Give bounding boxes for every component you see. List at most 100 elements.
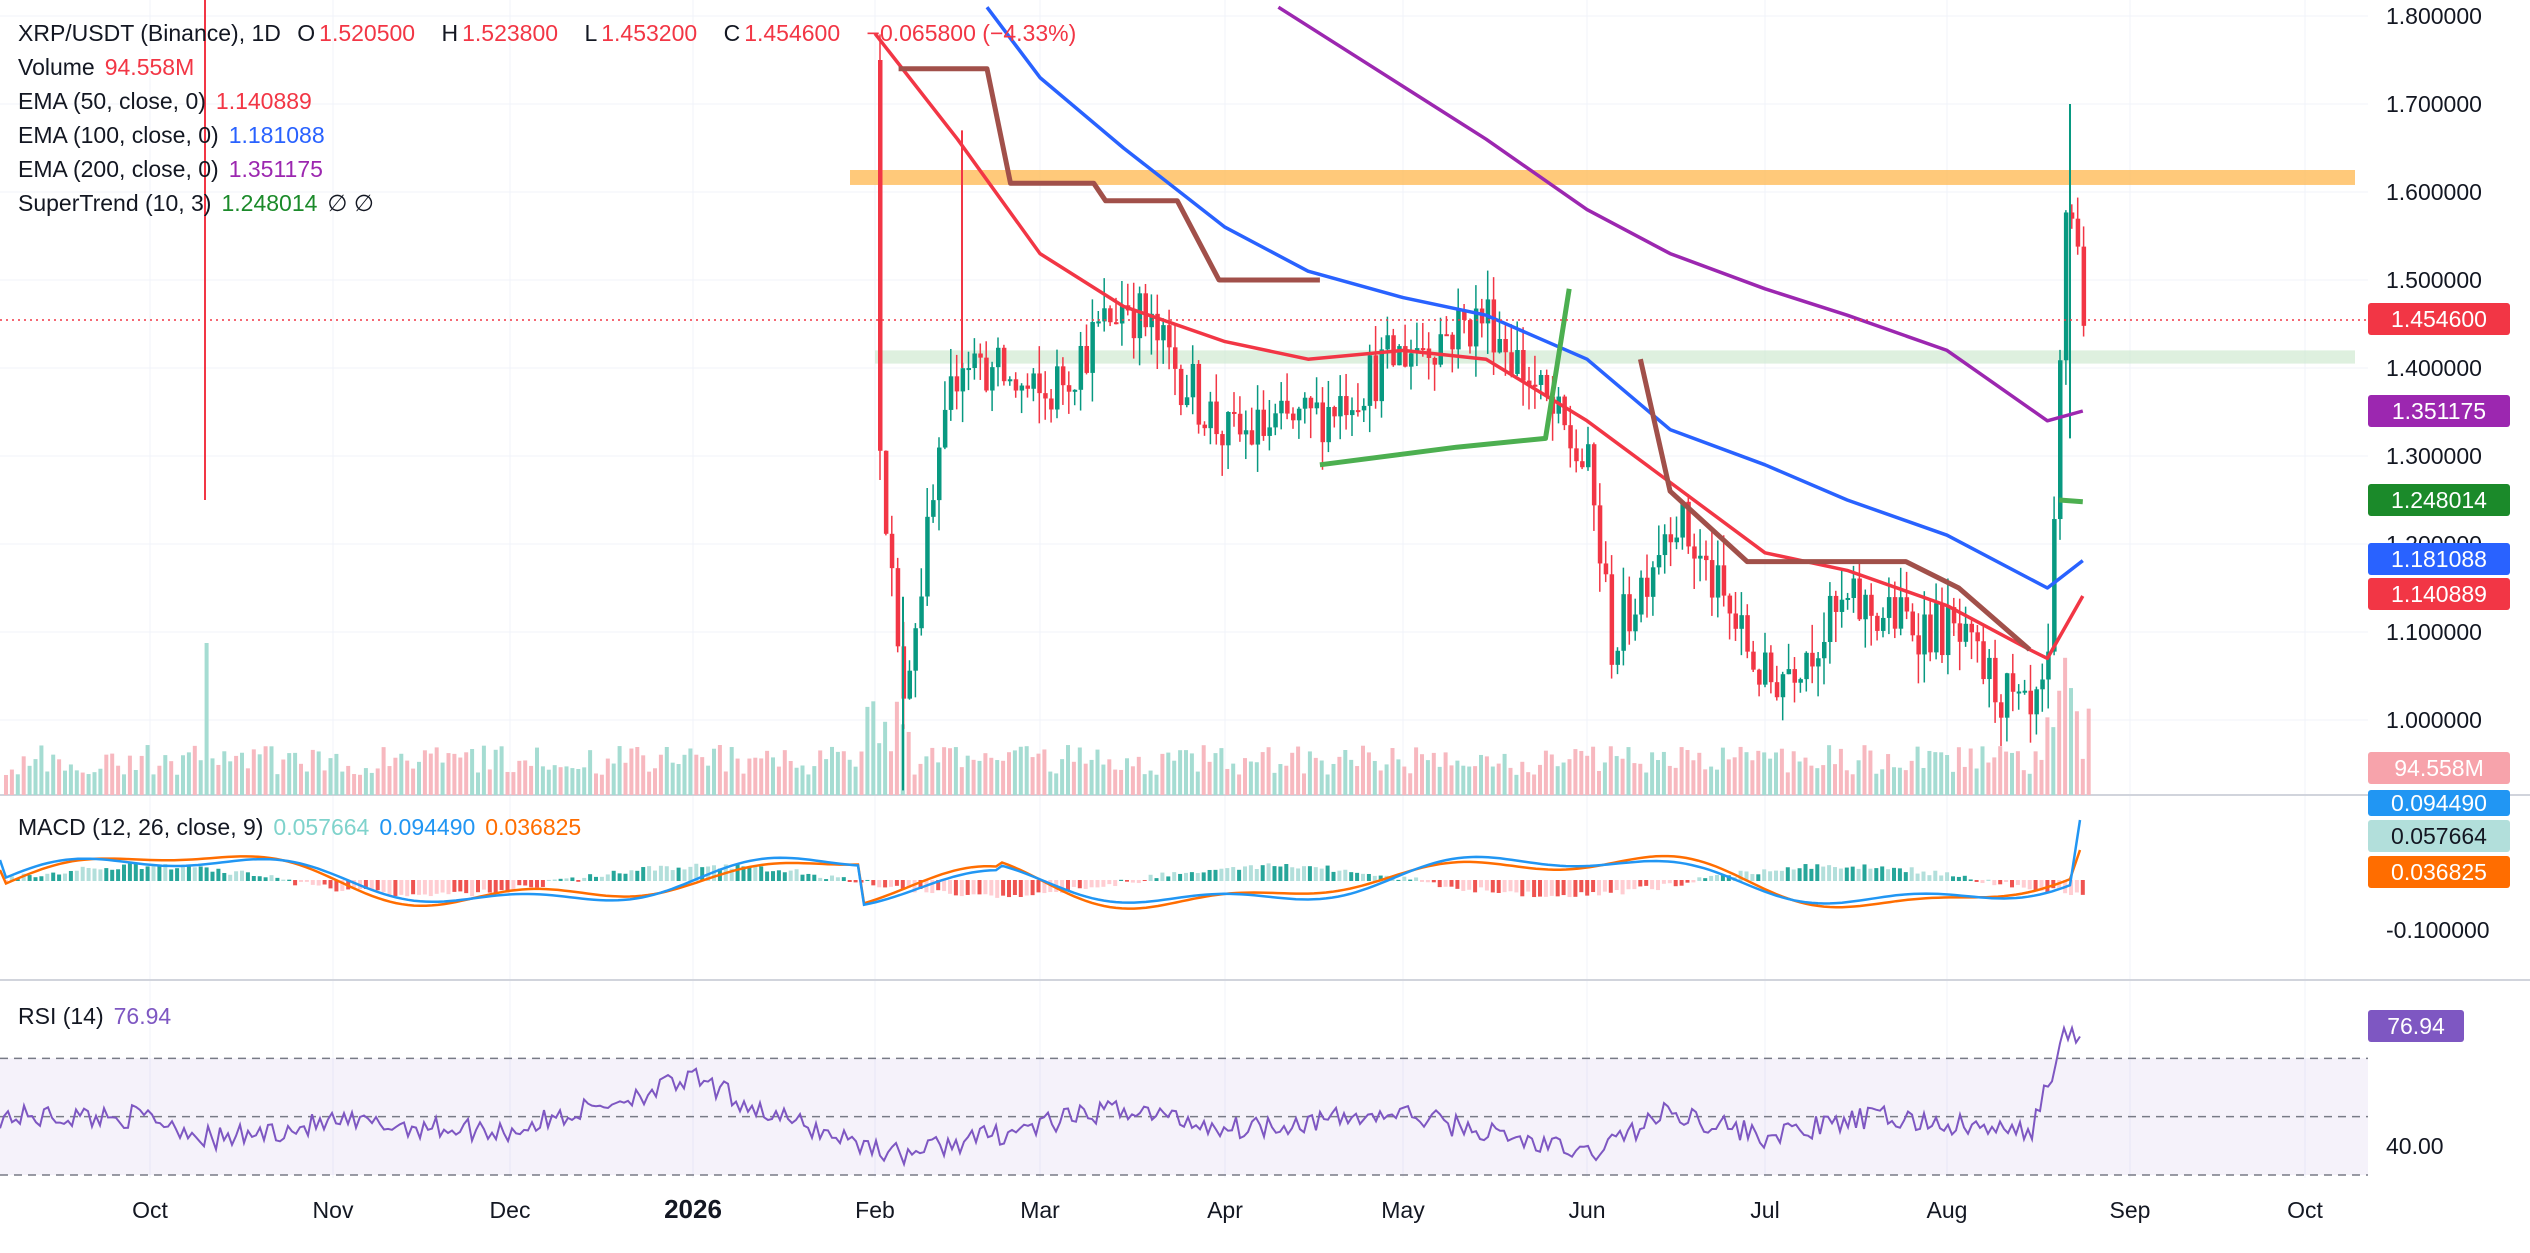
volume-bar xyxy=(163,755,168,795)
candle xyxy=(1798,679,1803,683)
macd-hist-bar xyxy=(2010,880,2014,888)
macd-hist-bar xyxy=(375,880,380,891)
macd-hist-bar xyxy=(1414,877,1419,881)
macd-hist-bar xyxy=(1195,873,1200,881)
volume-bar xyxy=(1567,759,1572,795)
macd-hist-bar xyxy=(1095,880,1100,888)
macd-hist-bar xyxy=(906,880,911,888)
ema50-legend[interactable]: EMA (50, close, 0) 1.140889 xyxy=(18,84,1086,118)
candle xyxy=(1686,501,1691,547)
candle xyxy=(1279,400,1284,414)
volume-bar xyxy=(493,749,498,795)
rsi-value: 76.94 xyxy=(113,1003,172,1029)
volume-bar xyxy=(2086,708,2091,795)
macd-hist-bar xyxy=(658,865,663,881)
volume-bar xyxy=(1325,774,1330,795)
macd-label: MACD (12, 26, close, 9) xyxy=(18,814,264,840)
ema200-label: EMA (200, close, 0) xyxy=(18,156,219,182)
candle xyxy=(1196,363,1202,425)
macd-hist-bar xyxy=(599,876,604,881)
macd-hist-bar xyxy=(39,876,44,881)
candle xyxy=(1161,325,1166,341)
macd-hist-bar xyxy=(393,880,398,897)
volume-bar xyxy=(1980,746,1985,795)
candle xyxy=(1674,537,1679,543)
volume-bar xyxy=(1420,754,1424,795)
volume-bar xyxy=(316,751,321,795)
macd-hist-bar xyxy=(1266,863,1271,881)
macd-hist-bar xyxy=(399,880,404,895)
volume-bar xyxy=(523,760,528,795)
candle xyxy=(2028,690,2033,715)
volume-bar xyxy=(33,759,38,795)
candle xyxy=(1987,657,1992,680)
macd-hist-bar xyxy=(2057,880,2062,890)
macd-hist-bar xyxy=(623,873,628,881)
candle xyxy=(1945,607,1951,656)
volume-bar xyxy=(1897,767,1902,795)
candle xyxy=(1857,578,1862,620)
volume-bar xyxy=(110,753,115,795)
candle xyxy=(1432,357,1438,365)
volume-bar xyxy=(2010,752,2014,795)
macd-legend[interactable]: MACD (12, 26, close, 9) 0.057664 0.094490 0… xyxy=(18,810,591,844)
macd-hist-bar xyxy=(1673,880,1678,887)
volume-bar xyxy=(417,761,421,795)
candle xyxy=(1001,347,1007,382)
macd-hist-bar xyxy=(930,880,935,894)
macd-hist-bar xyxy=(2021,880,2026,888)
volume-bar xyxy=(859,751,864,795)
candle xyxy=(2081,246,2087,326)
macd-hist-bar xyxy=(1779,870,1784,881)
macd-hist-bar xyxy=(605,874,610,881)
volume-bar xyxy=(1892,767,1896,795)
candle xyxy=(1355,410,1361,413)
macd-hist-bar xyxy=(635,870,640,881)
volume-bar xyxy=(287,753,292,795)
volume-bar xyxy=(847,759,852,795)
candle xyxy=(1237,413,1243,435)
candle xyxy=(1621,594,1626,651)
volume-bar xyxy=(1532,774,1537,795)
volume-bar xyxy=(1048,771,1053,795)
volume-bar xyxy=(1302,773,1306,795)
candle xyxy=(1892,597,1898,629)
macd-hist-bar xyxy=(1667,880,1672,884)
volume-bar xyxy=(1036,753,1041,795)
volume-bar xyxy=(1968,748,1973,795)
macd-hist-bar xyxy=(1496,880,1501,893)
volume-bar xyxy=(2004,751,2009,795)
macd-hist-bar xyxy=(145,866,150,881)
candle xyxy=(1385,335,1390,350)
volume-bar xyxy=(723,771,728,795)
candle xyxy=(1586,444,1591,468)
volume-bar xyxy=(1673,767,1678,795)
candle xyxy=(1940,603,1945,656)
volume-bar xyxy=(1726,759,1731,795)
macd-hist-bar xyxy=(1396,879,1401,881)
time-axis-label: Jun xyxy=(1568,1197,1605,1223)
macd-hist-bar xyxy=(517,880,522,886)
rsi-legend[interactable]: RSI (14) 76.94 xyxy=(18,999,181,1033)
macd-hist-bar xyxy=(74,870,79,881)
candle xyxy=(1178,368,1184,406)
candle xyxy=(1721,565,1727,596)
volume-legend[interactable]: Volume 94.558M xyxy=(18,50,1086,84)
volume-bar xyxy=(912,774,917,795)
volume-bar xyxy=(411,768,416,795)
candle xyxy=(1468,320,1473,347)
volume-bar xyxy=(776,766,781,795)
volume-bar xyxy=(2027,773,2032,795)
volume-bar xyxy=(1903,770,1908,795)
ema200-legend[interactable]: EMA (200, close, 0) 1.351175 xyxy=(18,152,1086,186)
symbol-title[interactable]: XRP/USDT (Binance), 1D xyxy=(18,20,281,46)
volume-bar xyxy=(1402,766,1407,795)
ema100-legend[interactable]: EMA (100, close, 0) 1.181088 xyxy=(18,118,1086,152)
volume-bar xyxy=(1679,747,1684,795)
volume-bar xyxy=(499,746,504,795)
macd-hist-bar xyxy=(1579,880,1584,893)
supertrend-legend[interactable]: SuperTrend (10, 3) 1.248014 ∅ ∅ xyxy=(18,186,1086,220)
macd-hist-bar xyxy=(1030,880,1035,896)
volume-bar xyxy=(387,766,392,795)
